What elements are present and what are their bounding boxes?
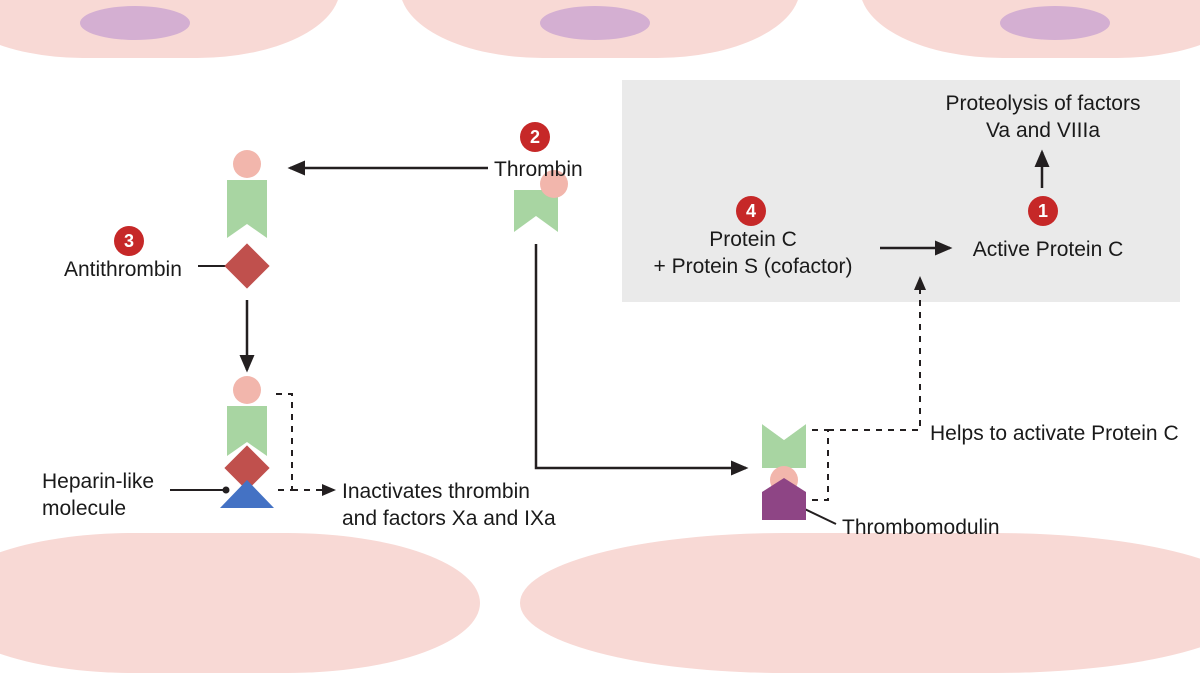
protein-c-line2: + Protein S (cofactor) [638,253,868,280]
inactivates-line2: and factors Xa and IXa [342,505,556,532]
cell-nucleus [1000,6,1110,40]
endothelial-cell-bottom-1 [0,533,480,673]
badge-4: 4 [736,196,766,226]
thrombomodulin-thrombin-icon [762,424,806,520]
endothelial-cell-top-3 [860,0,1200,58]
heparin-like-line2: molecule [42,495,154,522]
heparin-antithrombin-thrombin-complex-icon [220,376,274,508]
thrombomodulin-label: Thrombomodulin [842,514,1000,541]
badge-1: 1 [1028,196,1058,226]
badge-2-text: 2 [530,127,540,148]
endothelial-cell-top-1 [0,0,340,58]
thrombin-antithrombin-icon [224,150,269,289]
heparin-like-label: Heparin-like molecule [42,468,154,523]
endothelial-cell-bottom-2 [520,533,1200,673]
endothelial-cell-top-2 [400,0,800,58]
badge-1-text: 1 [1038,201,1048,222]
active-protein-c-label: Active Protein C [958,236,1138,263]
badge-4-text: 4 [746,201,756,222]
badge-3: 3 [114,226,144,256]
badge-2: 2 [520,122,550,152]
proteolysis-line2: Va and VIIIa [918,117,1168,144]
thrombin-label: Thrombin [494,156,583,183]
protein-c-label: Protein C + Protein S (cofactor) [638,226,868,281]
heparin-like-line1: Heparin-like [42,468,154,495]
cell-nucleus [540,6,650,40]
badge-3-text: 3 [124,231,134,252]
inactivates-label: Inactivates thrombin and factors Xa and … [342,478,556,533]
helps-activate-label: Helps to activate Protein C [930,420,1179,447]
protein-c-line1: Protein C [638,226,868,253]
inactivates-line1: Inactivates thrombin [342,478,556,505]
antithrombin-label: Antithrombin [64,256,182,283]
cell-nucleus [80,6,190,40]
proteolysis-label: Proteolysis of factors Va and VIIIa [918,90,1168,145]
proteolysis-line1: Proteolysis of factors [918,90,1168,117]
